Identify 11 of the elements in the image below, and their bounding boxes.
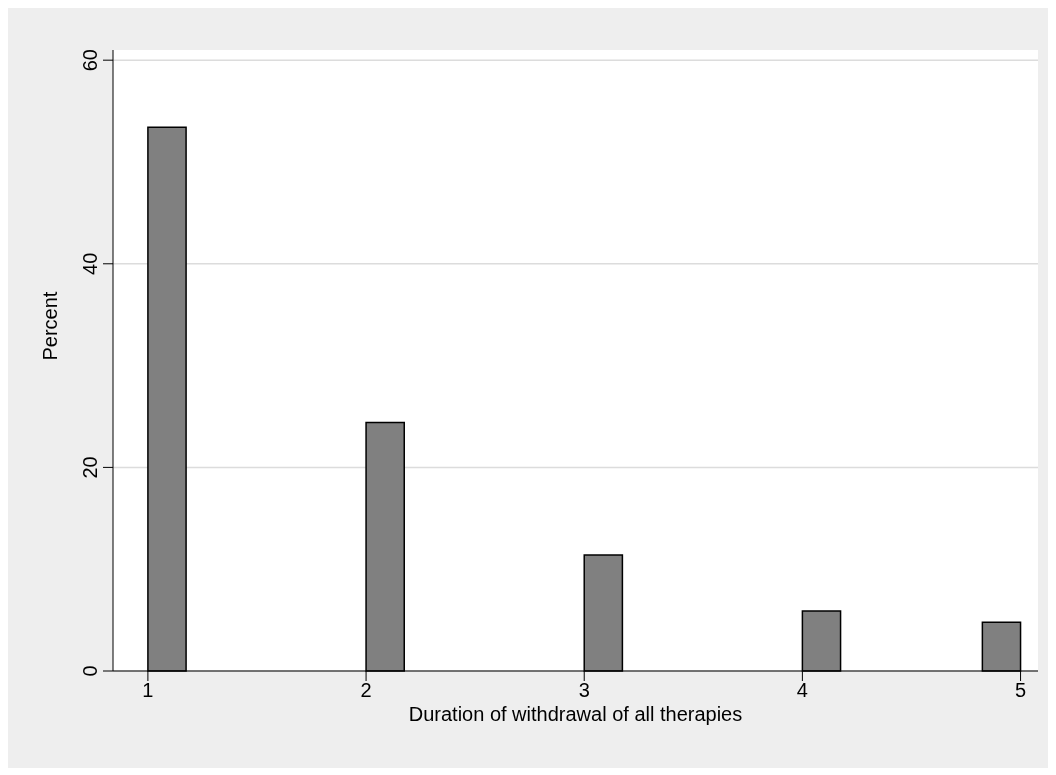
x-tick-label: 5 xyxy=(1014,679,1027,702)
x-tick-label: 2 xyxy=(360,679,372,702)
x-tick-label: 1 xyxy=(142,679,154,702)
y-tick-label: 40 xyxy=(79,252,101,275)
x-axis-title: Duration of withdrawal of all therapies xyxy=(408,703,743,725)
x-tick-label: 3 xyxy=(578,679,590,702)
y-tick-label: 60 xyxy=(79,49,101,72)
y-tick-label: 20 xyxy=(79,456,101,479)
y-tick-label: 0 xyxy=(79,665,101,677)
x-tick-label: 4 xyxy=(796,679,808,702)
y-axis-title: Percent xyxy=(39,291,62,361)
